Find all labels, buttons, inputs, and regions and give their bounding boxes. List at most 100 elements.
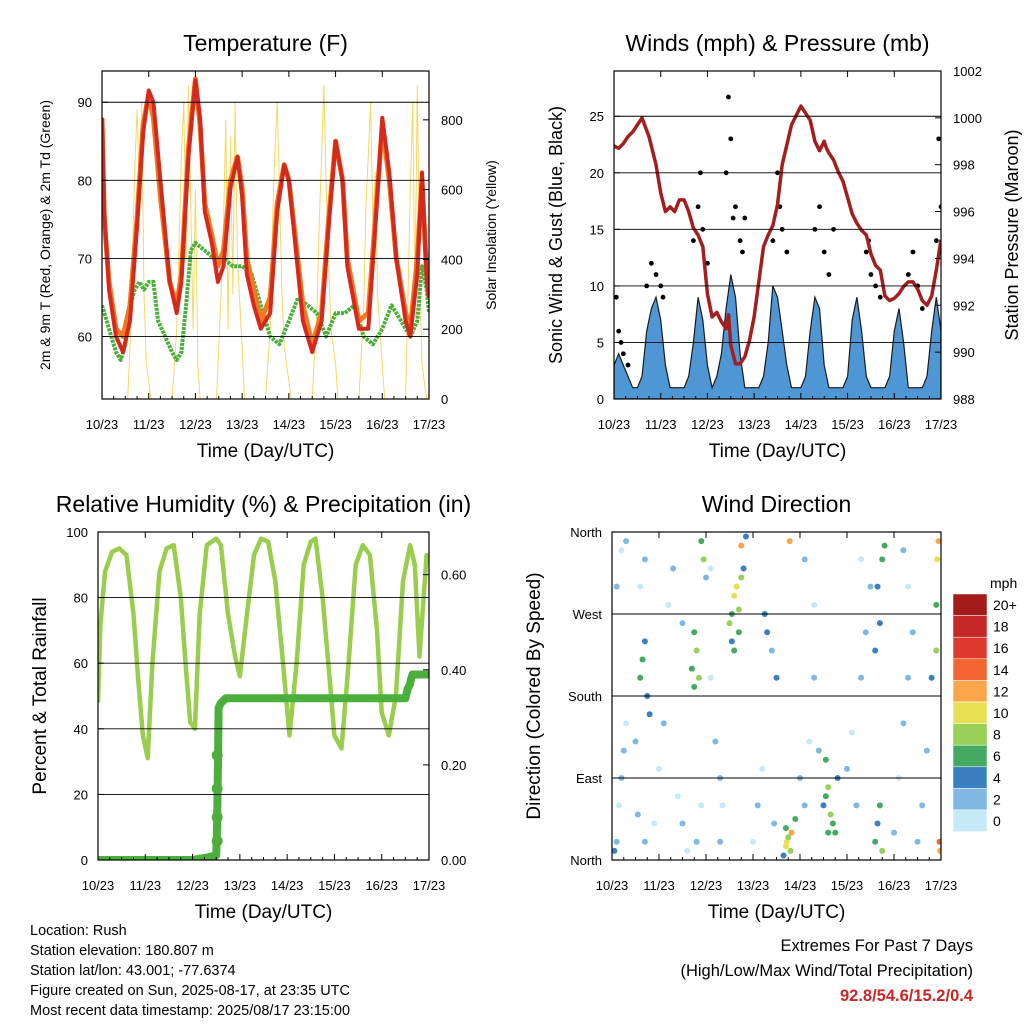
legend-label: 20+ bbox=[993, 597, 1017, 613]
extremes-subtitle: (High/Low/Max Wind/Total Precipitation) bbox=[680, 962, 973, 980]
direction-point bbox=[651, 820, 658, 827]
winds-ytick-label: 10 bbox=[590, 279, 604, 294]
gust-point bbox=[863, 249, 869, 255]
winds-xtick-label: 10/23 bbox=[598, 417, 631, 432]
temperature-y2label: Solar Insolation (Yellow) bbox=[483, 160, 499, 310]
legend-swatch bbox=[952, 680, 988, 703]
humidity-ytick-label: 60 bbox=[74, 656, 88, 671]
winds-y2tick-label: 990 bbox=[953, 345, 975, 360]
temperature-y2tick-label: 0 bbox=[441, 392, 448, 407]
direction-point bbox=[900, 547, 907, 554]
pressure-series bbox=[614, 104, 941, 366]
direction-point bbox=[731, 592, 738, 599]
direction-point bbox=[771, 820, 778, 827]
gust-point bbox=[784, 249, 790, 255]
direction-point bbox=[759, 765, 766, 772]
winds-y2tick-label: 1000 bbox=[953, 111, 982, 126]
winds-xlabel: Time (Day/UTC) bbox=[709, 441, 847, 462]
direction-point bbox=[698, 802, 705, 809]
winds-ytick-label: 15 bbox=[590, 222, 604, 237]
direction-point bbox=[879, 847, 886, 854]
direction-xtick-label: 11/23 bbox=[643, 878, 675, 893]
direction-point bbox=[728, 638, 735, 645]
direction-point bbox=[731, 647, 738, 654]
humidity-y2tick-label: 0.40 bbox=[441, 663, 466, 678]
humidity-ytick-label: 100 bbox=[66, 525, 88, 540]
direction-point bbox=[634, 811, 641, 818]
direction-point bbox=[914, 838, 921, 845]
gust-point bbox=[653, 272, 659, 277]
direction-point bbox=[801, 556, 808, 563]
direction-point bbox=[691, 683, 698, 690]
direction-point bbox=[872, 838, 879, 845]
direction-point bbox=[786, 538, 793, 545]
winds-xtick-label: 13/23 bbox=[738, 417, 771, 432]
temperature-frame bbox=[101, 70, 430, 400]
direction-point bbox=[934, 556, 941, 563]
legend-swatch bbox=[952, 701, 988, 724]
direction-point bbox=[613, 838, 620, 845]
gust-point bbox=[730, 215, 736, 221]
humidity-ytick-label: 0 bbox=[81, 853, 88, 868]
latlon-text: Station lat/lon: 43.001; -77.6374 bbox=[30, 963, 236, 979]
direction-point bbox=[656, 765, 662, 772]
direction-point bbox=[928, 674, 935, 681]
direction-point bbox=[881, 542, 888, 549]
gust-point bbox=[737, 238, 743, 244]
winds-xtick-label: 11/23 bbox=[645, 417, 677, 432]
legend-label: 18 bbox=[993, 619, 1009, 635]
direction-point bbox=[679, 820, 686, 827]
direction-point bbox=[691, 629, 698, 636]
legend-label: 2 bbox=[993, 791, 1001, 807]
direction-point bbox=[754, 802, 761, 809]
winds-y2tick-label: 988 bbox=[953, 392, 975, 407]
direction-point bbox=[936, 838, 941, 845]
humidity-ytick-label: 40 bbox=[74, 722, 88, 737]
winds-xtick-label: 14/23 bbox=[785, 417, 818, 432]
direction-ytick-label: West bbox=[573, 607, 603, 622]
direction-point bbox=[827, 811, 834, 818]
legend-label: 16 bbox=[993, 640, 1009, 656]
direction-point bbox=[780, 852, 787, 859]
direction-point bbox=[811, 674, 818, 681]
direction-point bbox=[905, 674, 912, 681]
temperature-xtick-label: 15/23 bbox=[319, 417, 352, 432]
direction-point bbox=[822, 756, 829, 763]
direction-point bbox=[829, 820, 836, 827]
temperature-xtick-label: 13/23 bbox=[226, 417, 259, 432]
direction-point bbox=[820, 802, 827, 809]
direction-point bbox=[707, 565, 714, 572]
direction-ytick-label: North bbox=[570, 525, 602, 540]
precip-point bbox=[211, 835, 223, 847]
direction-point bbox=[740, 565, 747, 572]
direction-ytick-label: South bbox=[568, 689, 602, 704]
humidity-ytick-label: 20 bbox=[74, 787, 88, 802]
winds-y2tick-label: 1002 bbox=[953, 64, 982, 79]
wind-series bbox=[614, 274, 941, 399]
temperature-xlabel: Time (Day/UTC) bbox=[197, 441, 335, 462]
humidity-y2tick-label: 0.60 bbox=[441, 568, 466, 583]
gust-point bbox=[695, 204, 701, 210]
direction-point bbox=[848, 729, 855, 736]
direction-point bbox=[703, 574, 709, 581]
extremes-panel: Extremes For Past 7 Days (High/Low/Max W… bbox=[680, 934, 973, 1009]
direction-point bbox=[935, 538, 941, 545]
direction-point bbox=[698, 538, 705, 545]
direction-point bbox=[891, 829, 897, 836]
direction-point bbox=[806, 738, 813, 745]
temperature-y2tick-label: 800 bbox=[441, 113, 463, 128]
legend-swatch bbox=[952, 593, 988, 616]
gust-point bbox=[740, 249, 745, 255]
winds-y2tick-label: 994 bbox=[953, 251, 975, 266]
humidity-y2tick-label: 0.00 bbox=[441, 853, 466, 868]
direction-point bbox=[862, 629, 869, 636]
humidity-xtick-label: 14/23 bbox=[271, 878, 304, 893]
direction-point bbox=[853, 802, 860, 809]
winds-ylabel: Sonic Wind & Gust (Blue, Black) bbox=[546, 106, 566, 364]
legend-label: 6 bbox=[993, 748, 1001, 764]
direction-point bbox=[707, 674, 714, 681]
direction-point bbox=[632, 738, 639, 745]
direction-point bbox=[879, 556, 886, 563]
precip-series bbox=[98, 670, 429, 860]
